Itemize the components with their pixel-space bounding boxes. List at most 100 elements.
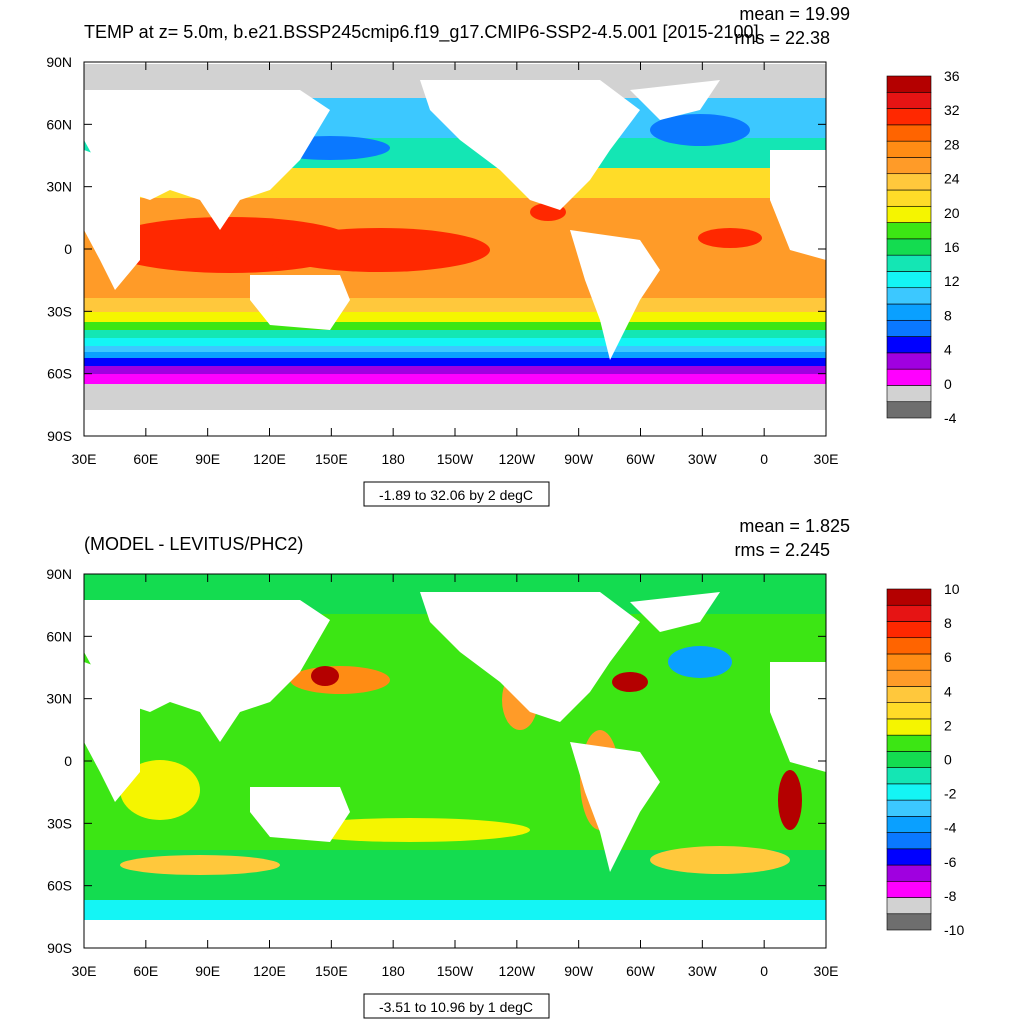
colorbar-swatch (886, 864, 932, 882)
colorbar-swatch (886, 368, 932, 386)
africa (84, 150, 140, 290)
colorbar-label: 12 (944, 273, 960, 289)
colorbar-label: 28 (944, 136, 960, 152)
colorbar-swatch (886, 588, 932, 606)
eurasia (84, 90, 330, 230)
north-atlantic-cold (650, 114, 750, 146)
colorbar-swatch (886, 336, 932, 354)
x-tick-label: 150W (437, 451, 474, 467)
y-tick-label: 60S (47, 366, 72, 382)
land-masses (84, 592, 826, 872)
colorbar-swatch (886, 189, 932, 207)
colorbar-label: 10 (944, 581, 960, 597)
y-tick-label: 30S (47, 303, 72, 319)
colorbar-swatch (886, 653, 932, 671)
rms-label: rms = 22.38 (734, 28, 830, 48)
rms-label: rms = 2.245 (734, 540, 830, 560)
colorbar-swatch (886, 385, 932, 403)
australia (250, 275, 350, 330)
colorbar-swatch (886, 718, 932, 736)
x-tick-label: 30E (72, 451, 97, 467)
x-tick-label: 60E (133, 963, 158, 979)
x-tick-label: 120W (499, 963, 536, 979)
y-tick-label: 60S (47, 878, 72, 894)
colorbar-label: 8 (944, 615, 952, 631)
colorbar-label: 24 (944, 171, 960, 187)
colorbar-swatch (886, 783, 932, 801)
x-tick-label: 0 (760, 451, 768, 467)
colorbar-swatch (886, 75, 932, 93)
panel-title: TEMP at z= 5.0m, b.e21.BSSP245cmip6.f19_… (84, 22, 759, 43)
south-america (570, 230, 660, 360)
southern-ocean-anomaly (84, 900, 826, 920)
north-america (420, 80, 640, 210)
colorbar-label: 0 (944, 376, 952, 392)
colorbar-label: -10 (944, 922, 964, 938)
colorbar-swatch (886, 157, 932, 175)
y-tick-label: 90S (47, 428, 72, 444)
x-tick-label: 30W (688, 451, 718, 467)
x-tick-label: 30E (814, 451, 839, 467)
x-tick-label: 150E (315, 963, 348, 979)
eurasia (84, 600, 330, 742)
north-atlantic-cold-anomaly (668, 646, 732, 678)
x-tick-label: 120E (253, 451, 286, 467)
colorbar-swatch (886, 238, 932, 256)
colorbar-label: 16 (944, 239, 960, 255)
colorbar-label: 6 (944, 649, 952, 665)
x-tick-label: 60W (626, 451, 656, 467)
panel-title: (MODEL - LEVITUS/PHC2) (84, 534, 303, 554)
colorbar-swatch (886, 832, 932, 850)
x-tick-label: 30E (72, 963, 97, 979)
axes: 30E 60E 90E 120E 150E 180 150W 120W 90W 60W 30W 0 30… (46, 54, 838, 467)
africa (84, 662, 140, 802)
warm-pool-pacific (270, 228, 490, 272)
x-tick-label: 120E (253, 963, 286, 979)
land-masses (84, 80, 826, 360)
south-indian-warm (120, 855, 280, 875)
y-tick-label: 90N (46, 54, 72, 70)
gulf-stream-peak (612, 672, 648, 692)
south-atlantic-warm (650, 846, 790, 874)
mean-label: mean = 19.99 (739, 4, 850, 24)
south-pacific-warm (290, 818, 530, 842)
y-tick-label: 0 (64, 241, 72, 257)
colorbar-label: 4 (944, 342, 952, 358)
x-tick-label: 30E (814, 963, 839, 979)
x-tick-label: 90E (195, 451, 220, 467)
mean-label: mean = 1.825 (739, 516, 850, 536)
x-tick-label: 90W (564, 963, 594, 979)
africa-east (770, 662, 826, 772)
kuroshio-peak (311, 666, 339, 686)
y-tick-label: 60N (46, 628, 72, 644)
benguela-anomaly (778, 770, 802, 830)
colorbar-swatch (886, 108, 932, 126)
colorbar-swatch (886, 880, 932, 898)
x-tick-label: 0 (760, 963, 768, 979)
y-tick-label: 90S (47, 940, 72, 956)
range-label: -3.51 to 10.96 by 1 degC (379, 999, 533, 1015)
colorbar-label: 20 (944, 205, 960, 221)
difference-panel: (MODEL - LEVITUS/PHC2) mean = 1.825 rms … (46, 516, 964, 1019)
x-tick-label: 150E (315, 451, 348, 467)
colorbar-swatch (886, 669, 932, 687)
colorbar-label: 0 (944, 752, 952, 768)
range-label-box: -1.89 to 32.06 by 2 degC (363, 481, 550, 507)
colorbar-swatch (886, 271, 932, 289)
x-tick-label: 60W (626, 963, 656, 979)
colorbar-label: -2 (944, 786, 957, 802)
colorbar: 10 8 6 4 2 0 -2 -4 -6 -8 -10 (886, 581, 964, 938)
x-tick-label: 180 (381, 451, 405, 467)
colorbar-swatch (886, 848, 932, 866)
range-label-box: -3.51 to 10.96 by 1 degC (363, 993, 550, 1019)
colorbar-label: -4 (944, 410, 957, 426)
colorbar-label: 32 (944, 102, 960, 118)
warm-pool-atlantic (698, 228, 762, 248)
north-america (420, 592, 640, 722)
colorbar-label: 2 (944, 717, 952, 733)
x-tick-label: 60E (133, 451, 158, 467)
temperature-panel: TEMP at z= 5.0m, b.e21.BSSP245cmip6.f19_… (46, 4, 960, 507)
colorbar-swatch (886, 637, 932, 655)
map-area (83, 61, 827, 437)
